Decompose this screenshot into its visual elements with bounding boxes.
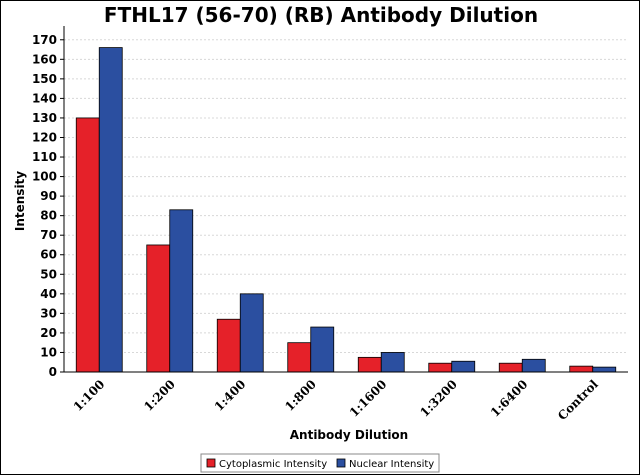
- chart-title: FTHL17 (56-70) (RB) Antibody Dilution: [104, 3, 538, 27]
- y-tick-label: 170: [32, 33, 57, 47]
- legend-box: [200, 453, 440, 473]
- y-tick-label: 0: [49, 365, 57, 379]
- bars-layer: [75, 47, 617, 373]
- bar-cytoplasmic-0: [75, 117, 100, 373]
- bar-nuclear-4: [380, 352, 405, 373]
- legend-label: Nuclear Intensity: [349, 459, 434, 470]
- bar-nuclear-0: [98, 47, 123, 373]
- bar-nuclear-6: [521, 358, 546, 373]
- bar-cytoplasmic-5: [428, 362, 453, 373]
- x-tick-label: 1:200: [141, 377, 178, 414]
- bar-cytoplasmic-2: [216, 318, 241, 373]
- bar-nuclear-2: [239, 293, 264, 373]
- y-tick-label: 110: [32, 150, 57, 164]
- y-tick-label: 50: [40, 267, 57, 281]
- x-tick-label: 1:400: [212, 377, 249, 414]
- y-tick-label: 120: [32, 130, 57, 144]
- legend-label: Cytoplasmic Intensity: [219, 459, 327, 470]
- bar-cytoplasmic-7: [569, 365, 594, 373]
- y-tick-label: 80: [40, 209, 57, 223]
- y-tick-label: 150: [32, 72, 57, 86]
- x-tick-label: Control: [555, 377, 601, 423]
- y-tick-label: 10: [40, 345, 57, 359]
- y-tick-label: 100: [32, 170, 57, 184]
- y-axis-label: Intensity: [13, 171, 27, 231]
- bar-cytoplasmic-6: [498, 362, 523, 373]
- bar-nuclear-7: [592, 366, 617, 373]
- axes-layer: [63, 26, 628, 373]
- y-tick-label: 60: [40, 248, 57, 262]
- bar-nuclear-5: [451, 360, 476, 373]
- y-tick-label: 160: [32, 52, 57, 66]
- bar-cytoplasmic-3: [287, 342, 312, 373]
- y-tick-label: 70: [40, 228, 57, 242]
- legend-swatch: [206, 458, 216, 468]
- x-tick-label: 1:6400: [488, 377, 531, 420]
- legend-swatch: [336, 458, 346, 468]
- y-tick-label: 30: [40, 306, 57, 320]
- bar-nuclear-1: [169, 209, 194, 373]
- y-tick-labels: 0 10 20 30 40 50 60 70 80 90 100 110 120 130 140 150 160…: [32, 33, 64, 379]
- y-tick-label: 40: [40, 287, 57, 301]
- x-tick-label: 1:1600: [347, 377, 390, 420]
- y-tick-label: 90: [40, 189, 57, 203]
- y-tick-label: 140: [32, 91, 57, 105]
- bar-cytoplasmic-4: [357, 356, 382, 373]
- x-tick-label: 1:800: [282, 377, 319, 414]
- x-axis-label: Antibody Dilution: [290, 428, 408, 442]
- y-tick-label: 130: [32, 111, 57, 125]
- x-tick-labels: 1:100 1:200 1:400 1:800 1:1600 1:3200 1:6400 Co…: [71, 377, 601, 423]
- x-tick-label: 1:3200: [417, 377, 460, 420]
- y-tick-label: 20: [40, 326, 57, 340]
- legend: Cytoplasmic Intensity Nuclear Intensity: [200, 453, 440, 473]
- bar-nuclear-3: [310, 326, 335, 373]
- bar-cytoplasmic-1: [146, 244, 171, 373]
- x-tick-label: 1:100: [71, 377, 108, 414]
